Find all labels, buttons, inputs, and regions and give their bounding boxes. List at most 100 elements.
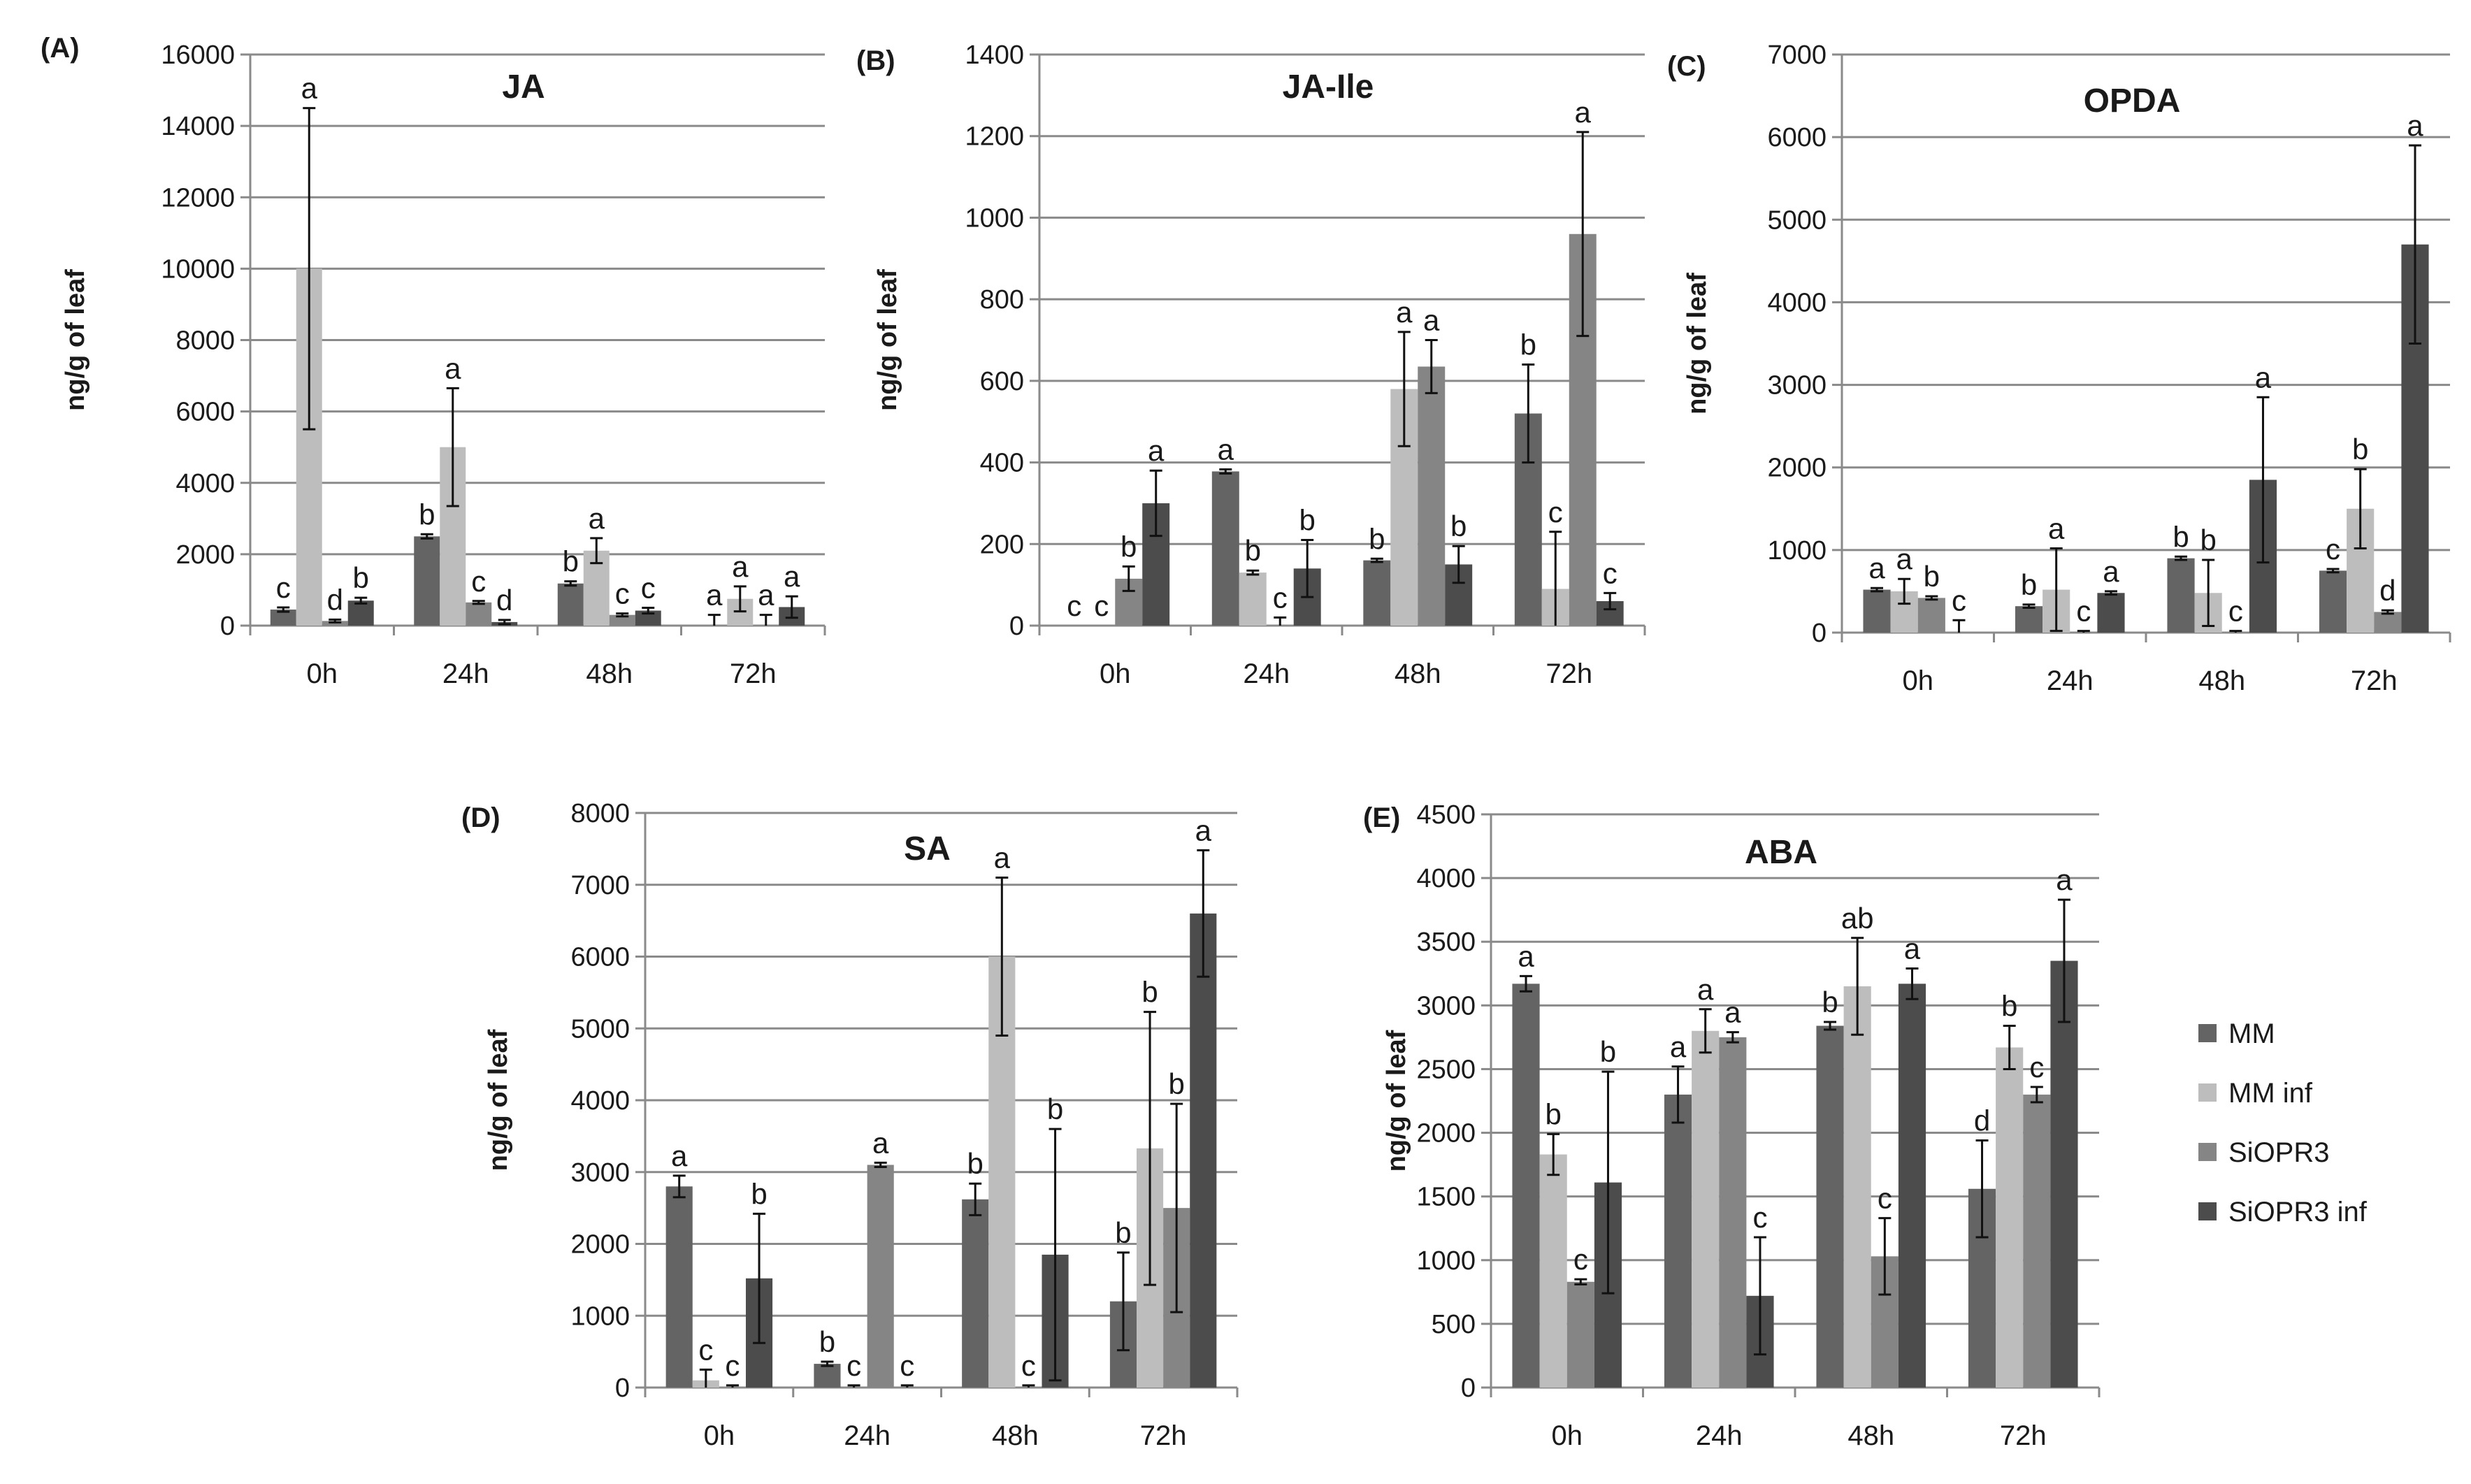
chart-3-ytick-label: 4000 [570,1086,630,1116]
chart-4-bar [2050,960,2078,1388]
chart-3-significance-letter: c [725,1349,740,1382]
chart-1-ylabel: ng/g of leaf [873,269,902,411]
chart-1-significance-letter: c [1067,589,1081,622]
chart-2-bar [1917,598,1945,633]
chart-1-bar [1418,366,1446,626]
chart-4-significance-letter: b [2001,989,2017,1022]
chart-1-bar [1363,560,1391,626]
chart-0-ytick-label: 8000 [175,326,235,356]
chart-2: (C) 0 1000 2000 3000 4000 5000 6000 7000 OPDA ng/g… [1667,41,2451,696]
chart-0-category-label: 0h [307,658,338,689]
chart-2-significance-letter: a [2407,109,2423,142]
chart-2-ylabel: ng/g of leaf [1683,273,1712,415]
chart-3-significance-letter: b [819,1325,835,1358]
chart-1-category-label: 72h [1546,658,1592,689]
chart-4-significance-letter: d [1974,1104,1990,1137]
chart-3-ytick-label: 2000 [570,1230,630,1260]
chart-4-bar [1898,984,1926,1388]
chart-0-significance-letter: a [301,72,318,105]
chart-2-bar [1863,589,1891,633]
chart-4-ytick-label: 2500 [1416,1055,1476,1084]
chart-2-significance-letter: c [2076,595,2091,628]
chart-1-significance-letter: b [1299,503,1316,536]
chart-1-significance-letter: a [1396,296,1413,329]
chart-2-category-label: 0h [1903,665,1934,696]
chart-1-significance-letter: c [1273,581,1288,614]
chart-3-significance-letter: c [1021,1349,1036,1382]
chart-3-significance-letter: b [1169,1067,1185,1100]
chart-4-panel-label: (E) [1363,802,1400,833]
chart-0-panel-label: (A) [41,33,80,64]
chart-3-ytick-label: 8000 [570,799,630,828]
legend-swatch-mm [2198,1024,2217,1042]
chart-3-significance-letter: a [1195,814,1212,847]
chart-4-bar [1512,984,1540,1388]
chart-2-significance-letter: b [1924,560,1940,593]
chart-4-significance-letter: c [1878,1182,1892,1215]
chart-1-significance-letter: c [1094,589,1109,622]
chart-2-ytick-label: 7000 [1767,41,1827,70]
chart-2-ytick-label: 4000 [1767,288,1827,317]
chart-4-ytick-label: 0 [1461,1374,1476,1403]
chart-0: (A) 0 2000 4000 6000 8000 10000 12000 14000 16000… [41,33,826,689]
chart-0-category-label: 72h [730,658,777,689]
chart-1-significance-letter: b [1245,534,1261,567]
chart-1-significance-letter: b [1520,329,1536,361]
chart-4-significance-letter: a [1670,1030,1687,1063]
chart-4-significance-letter: b [1545,1097,1561,1130]
chart-4-bar [1719,1037,1747,1388]
chart-0-ylabel: ng/g of leaf [61,269,90,411]
chart-3-category-label: 48h [992,1420,1039,1451]
chart-3-significance-letter: b [1141,976,1158,1009]
chart-4-significance-letter: b [1600,1035,1616,1068]
chart-0-ytick-label: 2000 [175,540,235,570]
chart-4-ytick-label: 1000 [1416,1246,1476,1276]
chart-1-category-label: 48h [1395,658,1441,689]
chart-3-bar [665,1186,693,1388]
chart-1-ytick-label: 600 [980,367,1024,396]
chart-2-significance-letter: a [2255,361,2272,394]
chart-3-ytick-label: 3000 [570,1158,630,1188]
chart-4: (E) 0 500 1000 1500 2000 2500 3000 3500 4000 4500 A… [1363,800,2101,1451]
chart-1-significance-letter: b [1121,530,1137,563]
chart-3-significance-letter: c [847,1349,861,1382]
chart-2-ytick-label: 5000 [1767,206,1827,235]
chart-2-ytick-label: 0 [1812,619,1827,648]
chart-4-bar [2023,1094,2051,1388]
chart-3-category-label: 72h [1140,1420,1187,1451]
chart-4-ytick-label: 4000 [1416,864,1476,893]
chart-3-ytick-label: 6000 [570,943,630,972]
chart-4-ytick-label: 500 [1432,1310,1476,1339]
chart-3: (D) 0 1000 2000 3000 4000 5000 6000 7000 8000 SA ng… [461,799,1239,1451]
chart-3-category-label: 24h [844,1420,891,1451]
chart-3-title: SA [904,830,951,867]
chart-2-title: OPDA [2084,82,2181,120]
chart-4-bar [1692,1030,1720,1388]
chart-2-ytick-label: 2000 [1767,454,1827,483]
chart-2-significance-letter: d [2379,574,2396,607]
chart-1-ytick-label: 1000 [965,203,1024,233]
chart-0-significance-letter: c [615,577,630,610]
chart-4-ytick-label: 3500 [1416,928,1476,957]
chart-0-significance-letter: b [353,561,369,594]
chart-0-ytick-label: 10000 [161,254,235,284]
chart-0-significance-letter: b [419,498,435,531]
chart-1-category-label: 24h [1243,658,1290,689]
charts-layer: (A)0200040006000800010000120001400016000… [41,33,2451,1451]
chart-1-ytick-label: 1400 [965,41,1024,70]
chart-2-significance-letter: b [2200,524,2216,556]
chart-0-category-label: 48h [586,658,633,689]
chart-2-panel-label: (C) [1667,51,1706,82]
chart-0-significance-letter: b [563,545,579,578]
chart-3-ytick-label: 7000 [570,871,630,900]
chart-0-bar [347,600,374,626]
chart-2-significance-letter: a [1896,542,1912,575]
chart-1: (B) 0 200 400 600 800 1000 1200 1400 JA-Ile ng/g o… [856,41,1646,689]
chart-0-significance-letter: a [784,560,800,593]
chart-2-significance-letter: a [2048,512,2065,545]
chart-1-significance-letter: a [1575,96,1592,129]
chart-2-bar [2097,593,2125,633]
chart-0-significance-letter: d [496,584,512,617]
chart-2-bar [2319,570,2347,633]
chart-2-bar [2167,558,2195,633]
